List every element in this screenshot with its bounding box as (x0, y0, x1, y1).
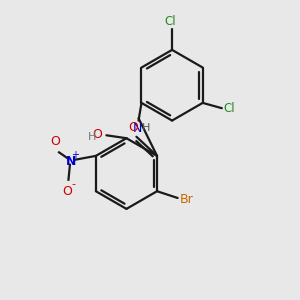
Text: -: - (72, 179, 76, 190)
Text: Br: Br (180, 193, 194, 206)
Text: H: H (88, 132, 96, 142)
Text: O: O (50, 135, 60, 148)
Text: O: O (128, 121, 138, 134)
Text: O: O (63, 185, 73, 198)
Text: N: N (66, 155, 76, 168)
Text: N: N (133, 122, 142, 135)
Text: H: H (142, 123, 150, 133)
Text: +: + (71, 150, 80, 160)
Text: O: O (92, 128, 102, 141)
Text: Cl: Cl (165, 15, 176, 28)
Text: Cl: Cl (223, 102, 235, 115)
